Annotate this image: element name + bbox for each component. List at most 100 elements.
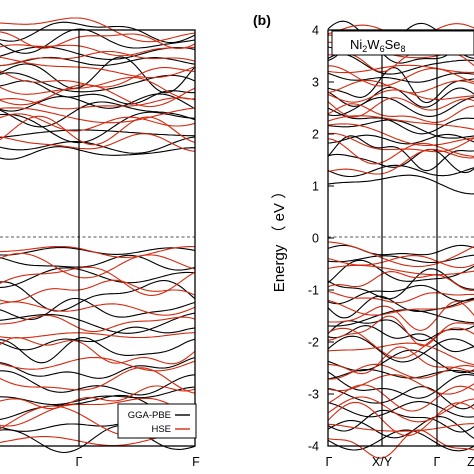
band-line-gga-pbe-v5 (327, 295, 474, 319)
band-line-hse-v16 (327, 423, 474, 432)
band-line-hse-v5 (0, 314, 196, 333)
band-line-hse-v14 (327, 396, 474, 423)
band-line-hse-v0 (327, 241, 474, 268)
band-line-hse-c4 (327, 115, 474, 130)
y-tick-label: 4 (312, 24, 319, 38)
band-line-gga-pbe-c2 (327, 148, 474, 174)
panel-a-bands (0, 17, 196, 454)
legend-box (117, 403, 197, 439)
band-line-hse-c10 (327, 64, 474, 74)
band-line-hse-c7 (0, 67, 196, 88)
band-line-hse-c0 (0, 133, 196, 152)
band-line-hse-c4 (0, 97, 196, 110)
y-tick-label: -3 (308, 388, 319, 402)
panel-a-legend: GGA-PBE HSE (117, 403, 197, 439)
panel-b-bands (327, 20, 474, 459)
band-line-hse-v7 (0, 337, 196, 365)
band-line-gga-pbe-v0 (0, 246, 196, 256)
band-line-hse-v15 (327, 401, 474, 437)
band-line-gga-pbe-c1 (327, 164, 474, 178)
title-subscript: 6 (380, 44, 385, 54)
band-line-gga-pbe-v2 (0, 267, 196, 288)
band-line-hse-c2 (327, 132, 474, 153)
band-line-gga-pbe-c0 (0, 146, 196, 160)
band-line-hse-c3 (0, 107, 196, 124)
band-line-hse-v6 (327, 300, 474, 331)
band-line-hse-v2 (0, 266, 196, 296)
band-line-gga-pbe-c2 (0, 129, 196, 139)
band-line-hse-c6 (327, 97, 474, 118)
band-line-gga-pbe-v16 (327, 416, 474, 439)
band-line-gga-pbe-c7 (0, 72, 196, 93)
band-line-gga-pbe-v9 (0, 370, 196, 396)
band-line-gga-pbe-v10 (0, 386, 196, 406)
legend-label-hse: HSE (151, 424, 171, 435)
band-line-gga-pbe-v1 (0, 254, 196, 271)
band-line-hse-c5 (327, 103, 474, 123)
panel-label: (b) (253, 12, 271, 28)
panel-b-x-ticks: Γ X/Y Γ Z (326, 440, 474, 469)
band-line-gga-pbe-v2 (327, 259, 474, 284)
band-line-gga-pbe-c9 (327, 67, 474, 104)
band-line-hse-v4 (0, 301, 196, 316)
band-line-hse-c3 (327, 123, 474, 146)
band-line-gga-pbe-v9 (327, 335, 474, 363)
band-line-hse-v11 (0, 397, 196, 427)
x-tick-label: Γ (326, 455, 333, 469)
y-tick-label: -4 (308, 440, 319, 454)
band-line-hse-v9 (327, 342, 474, 366)
band-line-hse-v1 (0, 252, 196, 279)
band-line-gga-pbe-v7 (0, 336, 196, 364)
band-line-gga-pbe-v7 (327, 319, 474, 342)
band-line-hse-v0 (0, 245, 196, 258)
y-tick-label: 2 (312, 128, 319, 142)
band-line-hse-v2 (327, 264, 474, 276)
band-line-hse-c8 (0, 56, 196, 79)
band-line-gga-pbe-c8 (0, 56, 196, 94)
band-line-hse-c2 (0, 113, 196, 132)
band-line-gga-pbe-v11 (327, 368, 474, 380)
title-subscript: 2 (362, 44, 367, 54)
band-line-hse-v1 (327, 255, 474, 269)
band-line-gga-pbe-c6 (327, 107, 474, 135)
band-line-hse-v12 (327, 374, 474, 395)
band-line-gga-pbe-v4 (0, 297, 196, 321)
band-line-hse-v3 (327, 271, 474, 291)
panel-b-title-box (331, 30, 474, 56)
panel-b-y-ticks: -4 -3 -2 -1 0 1 2 3 4 (308, 24, 334, 454)
band-line-hse-c10 (0, 44, 196, 57)
band-line-hse-c11 (0, 31, 196, 50)
band-line-gga-pbe-c4 (0, 101, 196, 128)
title-part: W (367, 37, 380, 52)
band-line-gga-pbe-c11 (0, 28, 196, 54)
band-line-gga-pbe-v15 (327, 409, 474, 433)
x-tick-label: Γ (76, 455, 83, 469)
band-line-gga-pbe-v10 (327, 349, 474, 374)
y-tick-label: -1 (308, 284, 319, 298)
band-line-hse-c1 (0, 115, 196, 146)
panel-a-x-ticks: Γ F (76, 440, 200, 469)
band-line-hse-v9 (0, 367, 196, 394)
band-line-hse-c6 (0, 76, 196, 100)
band-line-gga-pbe-c3 (0, 111, 196, 144)
band-line-gga-pbe-c0 (327, 174, 474, 195)
y-tick-label: -2 (308, 336, 319, 350)
band-line-hse-v11 (327, 363, 474, 380)
x-tick-label: X/Y (372, 455, 393, 469)
band-line-gga-pbe-v5 (0, 312, 196, 334)
band-line-gga-pbe-v6 (327, 309, 474, 327)
band-line-gga-pbe-v3 (0, 280, 196, 312)
band-line-gga-pbe-v14 (327, 401, 474, 418)
band-line-gga-pbe-c11 (327, 53, 474, 75)
band-line-hse-v5 (327, 299, 474, 316)
band-line-hse-v10 (0, 385, 196, 410)
band-line-hse-c12 (0, 17, 196, 43)
band-line-gga-pbe-c7 (327, 96, 474, 117)
band-line-gga-pbe-v6 (0, 326, 196, 351)
band-line-gga-pbe-c8 (327, 86, 474, 108)
band-line-hse-v6 (0, 332, 196, 339)
band-line-hse-c9 (0, 50, 196, 67)
band-line-hse-c0 (327, 148, 474, 175)
band-line-gga-pbe-c4 (327, 133, 474, 145)
title-part: Ni (350, 37, 362, 52)
